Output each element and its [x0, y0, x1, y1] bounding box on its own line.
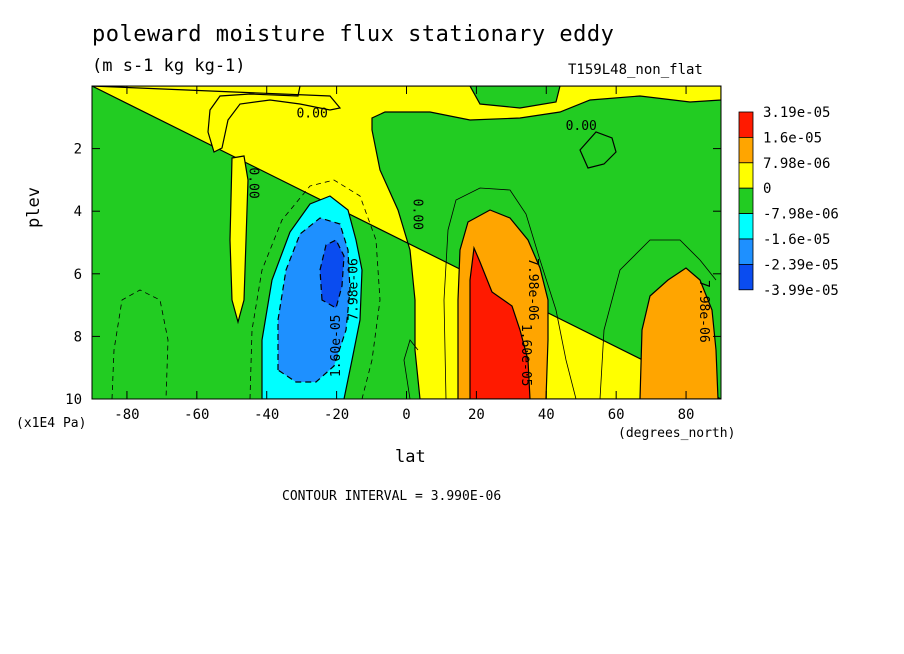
y-tick-label: 4 [74, 204, 82, 220]
contour-label: 0.00 [245, 167, 260, 198]
y-axis-unit: (x1E4 Pa) [16, 416, 87, 431]
contour-label: 7.98e-06 [696, 280, 711, 343]
contour-label: 0.00 [566, 119, 597, 134]
contour-line [249, 179, 381, 399]
field-positive-small [92, 86, 721, 399]
x-tick-label: 80 [678, 407, 695, 423]
colorbar-label: 7.98e-06 [763, 156, 830, 172]
colorbar-label: 1.6e-05 [763, 130, 822, 146]
contour-label: 0.00 [296, 107, 327, 122]
field-positive-medium-b [639, 267, 719, 399]
colorbar-swatch [738, 263, 754, 291]
colorbar-swatch [738, 136, 754, 164]
y-tick-label: 10 [65, 392, 82, 408]
x-tick-label: 60 [608, 407, 625, 423]
colorbar-label: -1.6e-05 [763, 232, 830, 248]
field-negative-top-edge [469, 86, 561, 109]
field-positive-small-upper [92, 86, 342, 153]
x-axis-label: lat [395, 447, 426, 467]
field-negative-island [579, 131, 617, 169]
contour-label: 7.98e-06 [347, 258, 362, 321]
x-tick-label: -80 [114, 407, 139, 423]
x-tick-label: 0 [402, 407, 410, 423]
contour-line [111, 289, 169, 399]
x-tick-label: 40 [538, 407, 555, 423]
x-tick-label: 20 [468, 407, 485, 423]
colorbar-label: -7.98e-06 [763, 207, 839, 223]
contour-interval: CONTOUR INTERVAL = 3.990E-06 [282, 489, 502, 504]
x-tick-label: -20 [324, 407, 349, 423]
colorbar-swatch [738, 187, 754, 214]
contour-line [599, 239, 717, 399]
colorbar-label: 3.19e-05 [763, 105, 830, 121]
x-tick-label: -40 [254, 407, 279, 423]
colorbar-swatch [738, 162, 754, 189]
colorbar-label: -2.39e-05 [763, 257, 839, 273]
colorbar-swatch [738, 111, 754, 138]
field-positive-small-column [229, 155, 249, 325]
colorbar-swatch [738, 213, 754, 240]
y-axis-label: plev [24, 187, 44, 228]
contour-label: 0.00 [409, 199, 424, 230]
colorbar-label: -3.99e-05 [763, 283, 839, 299]
run-label: T159L48_non_flat [568, 62, 703, 78]
contour-line [443, 187, 577, 399]
field-positive-large [469, 245, 531, 399]
colorbar-swatch [738, 238, 754, 265]
y-tick-label: 2 [74, 142, 82, 158]
y-tick-label: 6 [74, 267, 82, 283]
contour-label: 7.98e-06 [525, 258, 540, 321]
x-axis-unit: (degrees_north) [618, 426, 736, 441]
contour-line [403, 339, 419, 399]
y-tick-label: 8 [74, 329, 82, 345]
x-tick-label: -60 [184, 407, 209, 423]
field-negative-extreme [319, 239, 345, 309]
contour-label: 1.60e-05 [518, 324, 533, 387]
chart-units: (m s-1 kg kg-1) [92, 56, 246, 76]
contour-label: 1.60e-05 [329, 314, 344, 377]
colorbar-label: 0 [763, 181, 771, 197]
chart-title: poleward moisture flux stationary eddy [92, 22, 615, 47]
